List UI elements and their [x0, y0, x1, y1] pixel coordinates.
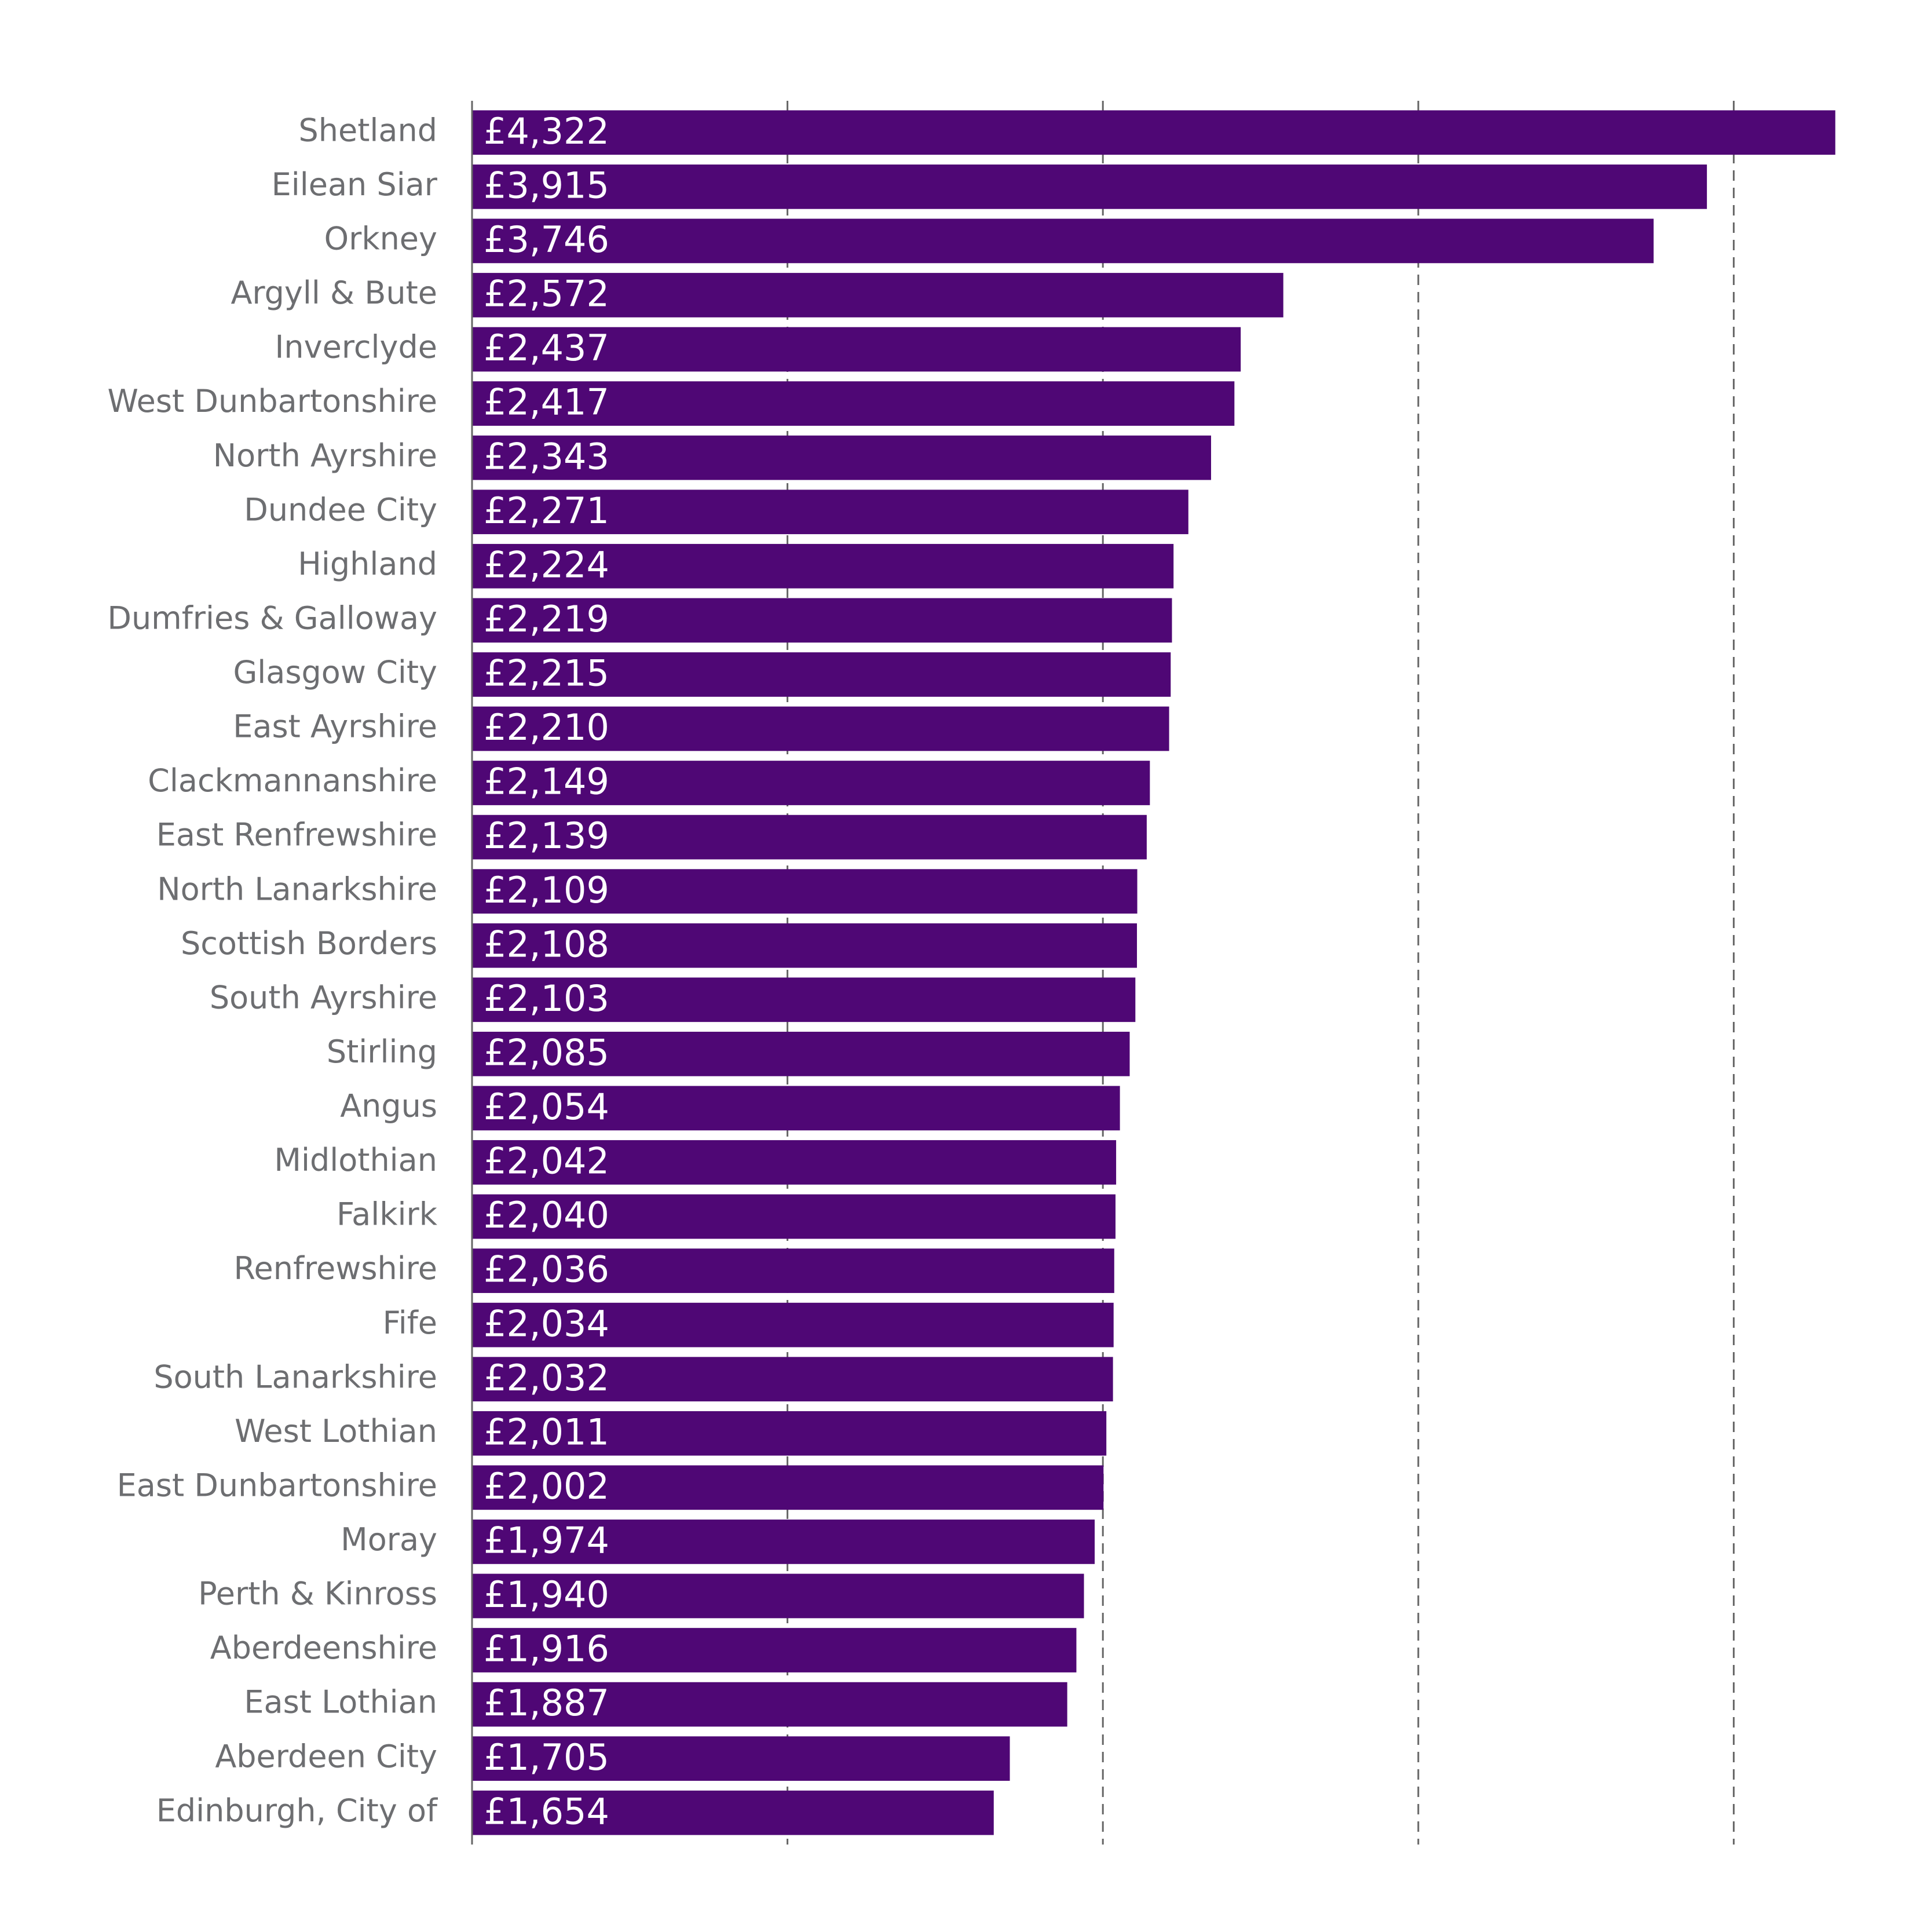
value-label: £2,108 [484, 923, 609, 965]
category-label: Angus [340, 1088, 437, 1124]
bar [472, 706, 1169, 751]
value-label: £2,054 [484, 1086, 609, 1128]
value-label: £1,887 [484, 1682, 609, 1724]
bar [472, 435, 1211, 480]
category-label: South Ayrshire [210, 979, 437, 1016]
value-label: £2,417 [484, 381, 609, 423]
category-label: Shetland [299, 112, 438, 148]
bar [472, 1736, 1010, 1781]
bar [472, 1682, 1067, 1727]
category-label: West Lothian [235, 1413, 437, 1449]
category-label: Midlothian [274, 1142, 437, 1178]
bar [472, 543, 1174, 589]
value-label: £2,085 [484, 1031, 609, 1073]
value-label: £2,224 [484, 543, 609, 586]
category-label: Highland [298, 546, 437, 582]
value-label: £2,109 [484, 869, 609, 911]
bar [472, 110, 1835, 155]
value-label: £2,103 [484, 977, 609, 1020]
bar [472, 869, 1138, 914]
category-label: Moray [341, 1521, 437, 1558]
category-label: Eilean Siar [272, 166, 438, 203]
bar [472, 1194, 1116, 1239]
bar [472, 1628, 1077, 1672]
bar [472, 1790, 994, 1835]
value-label: £4,322 [484, 110, 609, 152]
value-label: £2,034 [484, 1302, 609, 1345]
category-label: Dundee City [244, 491, 437, 528]
bar [472, 1086, 1120, 1131]
bar [472, 381, 1235, 426]
category-label: North Ayrshire [213, 437, 437, 474]
value-label: £1,940 [484, 1573, 609, 1616]
category-label: Stirling [327, 1033, 437, 1070]
value-label: £2,032 [484, 1357, 609, 1399]
bar [472, 1302, 1114, 1347]
value-label: £2,042 [484, 1140, 609, 1182]
category-label: Inverclyde [275, 329, 438, 366]
value-label: £2,215 [484, 652, 609, 695]
value-label: £2,149 [484, 761, 609, 803]
category-label: Falkirk [337, 1196, 438, 1233]
bar [472, 218, 1654, 264]
bar [472, 923, 1138, 968]
bar [472, 652, 1171, 697]
value-label: £2,271 [484, 490, 609, 532]
value-label: £3,915 [484, 164, 609, 206]
value-label: £2,343 [484, 435, 609, 477]
value-label: £1,654 [484, 1790, 609, 1832]
category-label: Fife [383, 1305, 437, 1341]
value-label: £2,210 [484, 706, 609, 748]
value-label: £3,746 [484, 218, 609, 261]
category-label: Renfrewshire [233, 1250, 437, 1287]
bar [472, 1465, 1104, 1510]
category-label: South Lanarkshire [153, 1358, 437, 1395]
bar [472, 273, 1283, 317]
category-label: East Lothian [244, 1684, 437, 1721]
value-label: £2,002 [484, 1465, 609, 1507]
bar [472, 977, 1136, 1022]
value-label: £2,437 [484, 327, 609, 369]
value-label: £1,705 [484, 1736, 609, 1778]
bar [472, 1248, 1114, 1293]
bar [472, 815, 1147, 860]
value-label: £2,011 [484, 1411, 609, 1453]
value-label: £2,040 [484, 1194, 609, 1236]
bar [472, 598, 1172, 643]
category-label: Aberdeen City [215, 1738, 437, 1774]
category-label: Orkney [324, 221, 437, 257]
bar [472, 327, 1241, 372]
category-label: East Dunbartonshire [117, 1467, 437, 1503]
bar [472, 1573, 1084, 1619]
bar [472, 1357, 1113, 1402]
bar [472, 164, 1707, 209]
bar [472, 1411, 1107, 1456]
value-label: £2,036 [484, 1248, 609, 1291]
bar [472, 761, 1150, 805]
bar [472, 1031, 1130, 1076]
value-label: £2,572 [484, 273, 609, 315]
category-label: North Lanarkshire [157, 871, 437, 907]
bar [472, 1520, 1095, 1564]
category-label: West Dunbartonshire [107, 383, 437, 419]
category-label: Argyll & Bute [231, 275, 437, 311]
category-label: Dumfries & Galloway [107, 600, 437, 636]
category-label: Clackmannanshire [148, 762, 437, 799]
value-label: £1,974 [484, 1520, 609, 1562]
bar [472, 490, 1188, 535]
category-label: East Ayrshire [233, 708, 437, 745]
category-label: East Renfrewshire [156, 817, 437, 853]
category-label: Edinburgh, City of [156, 1792, 438, 1829]
value-label: £1,916 [484, 1628, 609, 1670]
category-label: Glasgow City [233, 654, 437, 691]
value-label: £2,139 [484, 815, 609, 857]
bar [472, 1140, 1117, 1185]
category-label: Aberdeenshire [210, 1630, 437, 1666]
category-label: Scottish Borders [181, 925, 437, 962]
category-label: Perth & Kinross [198, 1576, 437, 1612]
value-label: £2,219 [484, 598, 609, 640]
